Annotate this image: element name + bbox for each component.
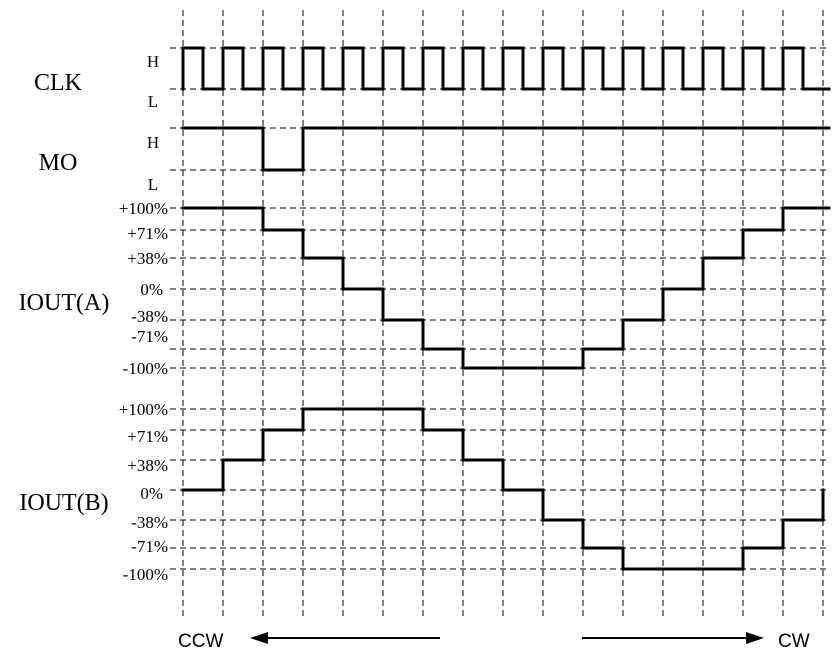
iout-b-level-p100: +100% [119, 400, 168, 419]
mo-high-label: H [147, 133, 159, 152]
iout-b-level-p71: +71% [127, 427, 168, 446]
mo-waveform [181, 126, 831, 172]
iout-b-level-m71: -71% [131, 537, 168, 556]
ccw-label: CCW [178, 631, 223, 652]
mo-low-label: L [148, 175, 158, 194]
iout-a-level-zero: 0% [140, 280, 163, 299]
cw-label: CW [778, 631, 810, 652]
iout-b-waveform [181, 407, 825, 571]
clk-high-label: H [147, 52, 159, 71]
iout-a-level-m38: -38% [131, 307, 168, 326]
iout-a-level-m100: -100% [123, 359, 168, 378]
iout-b-level-zero: 0% [140, 484, 163, 503]
vertical-grid [182, 10, 824, 618]
mo-signal-label: MO [39, 150, 78, 176]
iout-b-level-p38: +38% [127, 456, 168, 475]
iout-a-signal-label: IOUT(A) [19, 290, 110, 316]
clk-low-label: L [148, 92, 158, 111]
clk-signal-label: CLK [34, 70, 83, 96]
iout-a-level-p71: +71% [127, 224, 168, 243]
iout-a-waveform [181, 206, 831, 370]
iout-b-level-m100: -100% [123, 565, 168, 584]
clk-waveform [181, 46, 831, 91]
iout-a-level-m71: -71% [131, 327, 168, 346]
cw-arrowhead-icon [746, 632, 764, 644]
iout-b-signal-label: IOUT(B) [19, 490, 108, 516]
iout-a-level-p38: +38% [127, 249, 168, 268]
ccw-arrowhead-icon [250, 632, 268, 644]
horizontal-grid [170, 47, 826, 570]
iout-a-level-p100: +100% [119, 199, 168, 218]
iout-b-level-m38: -38% [131, 513, 168, 532]
